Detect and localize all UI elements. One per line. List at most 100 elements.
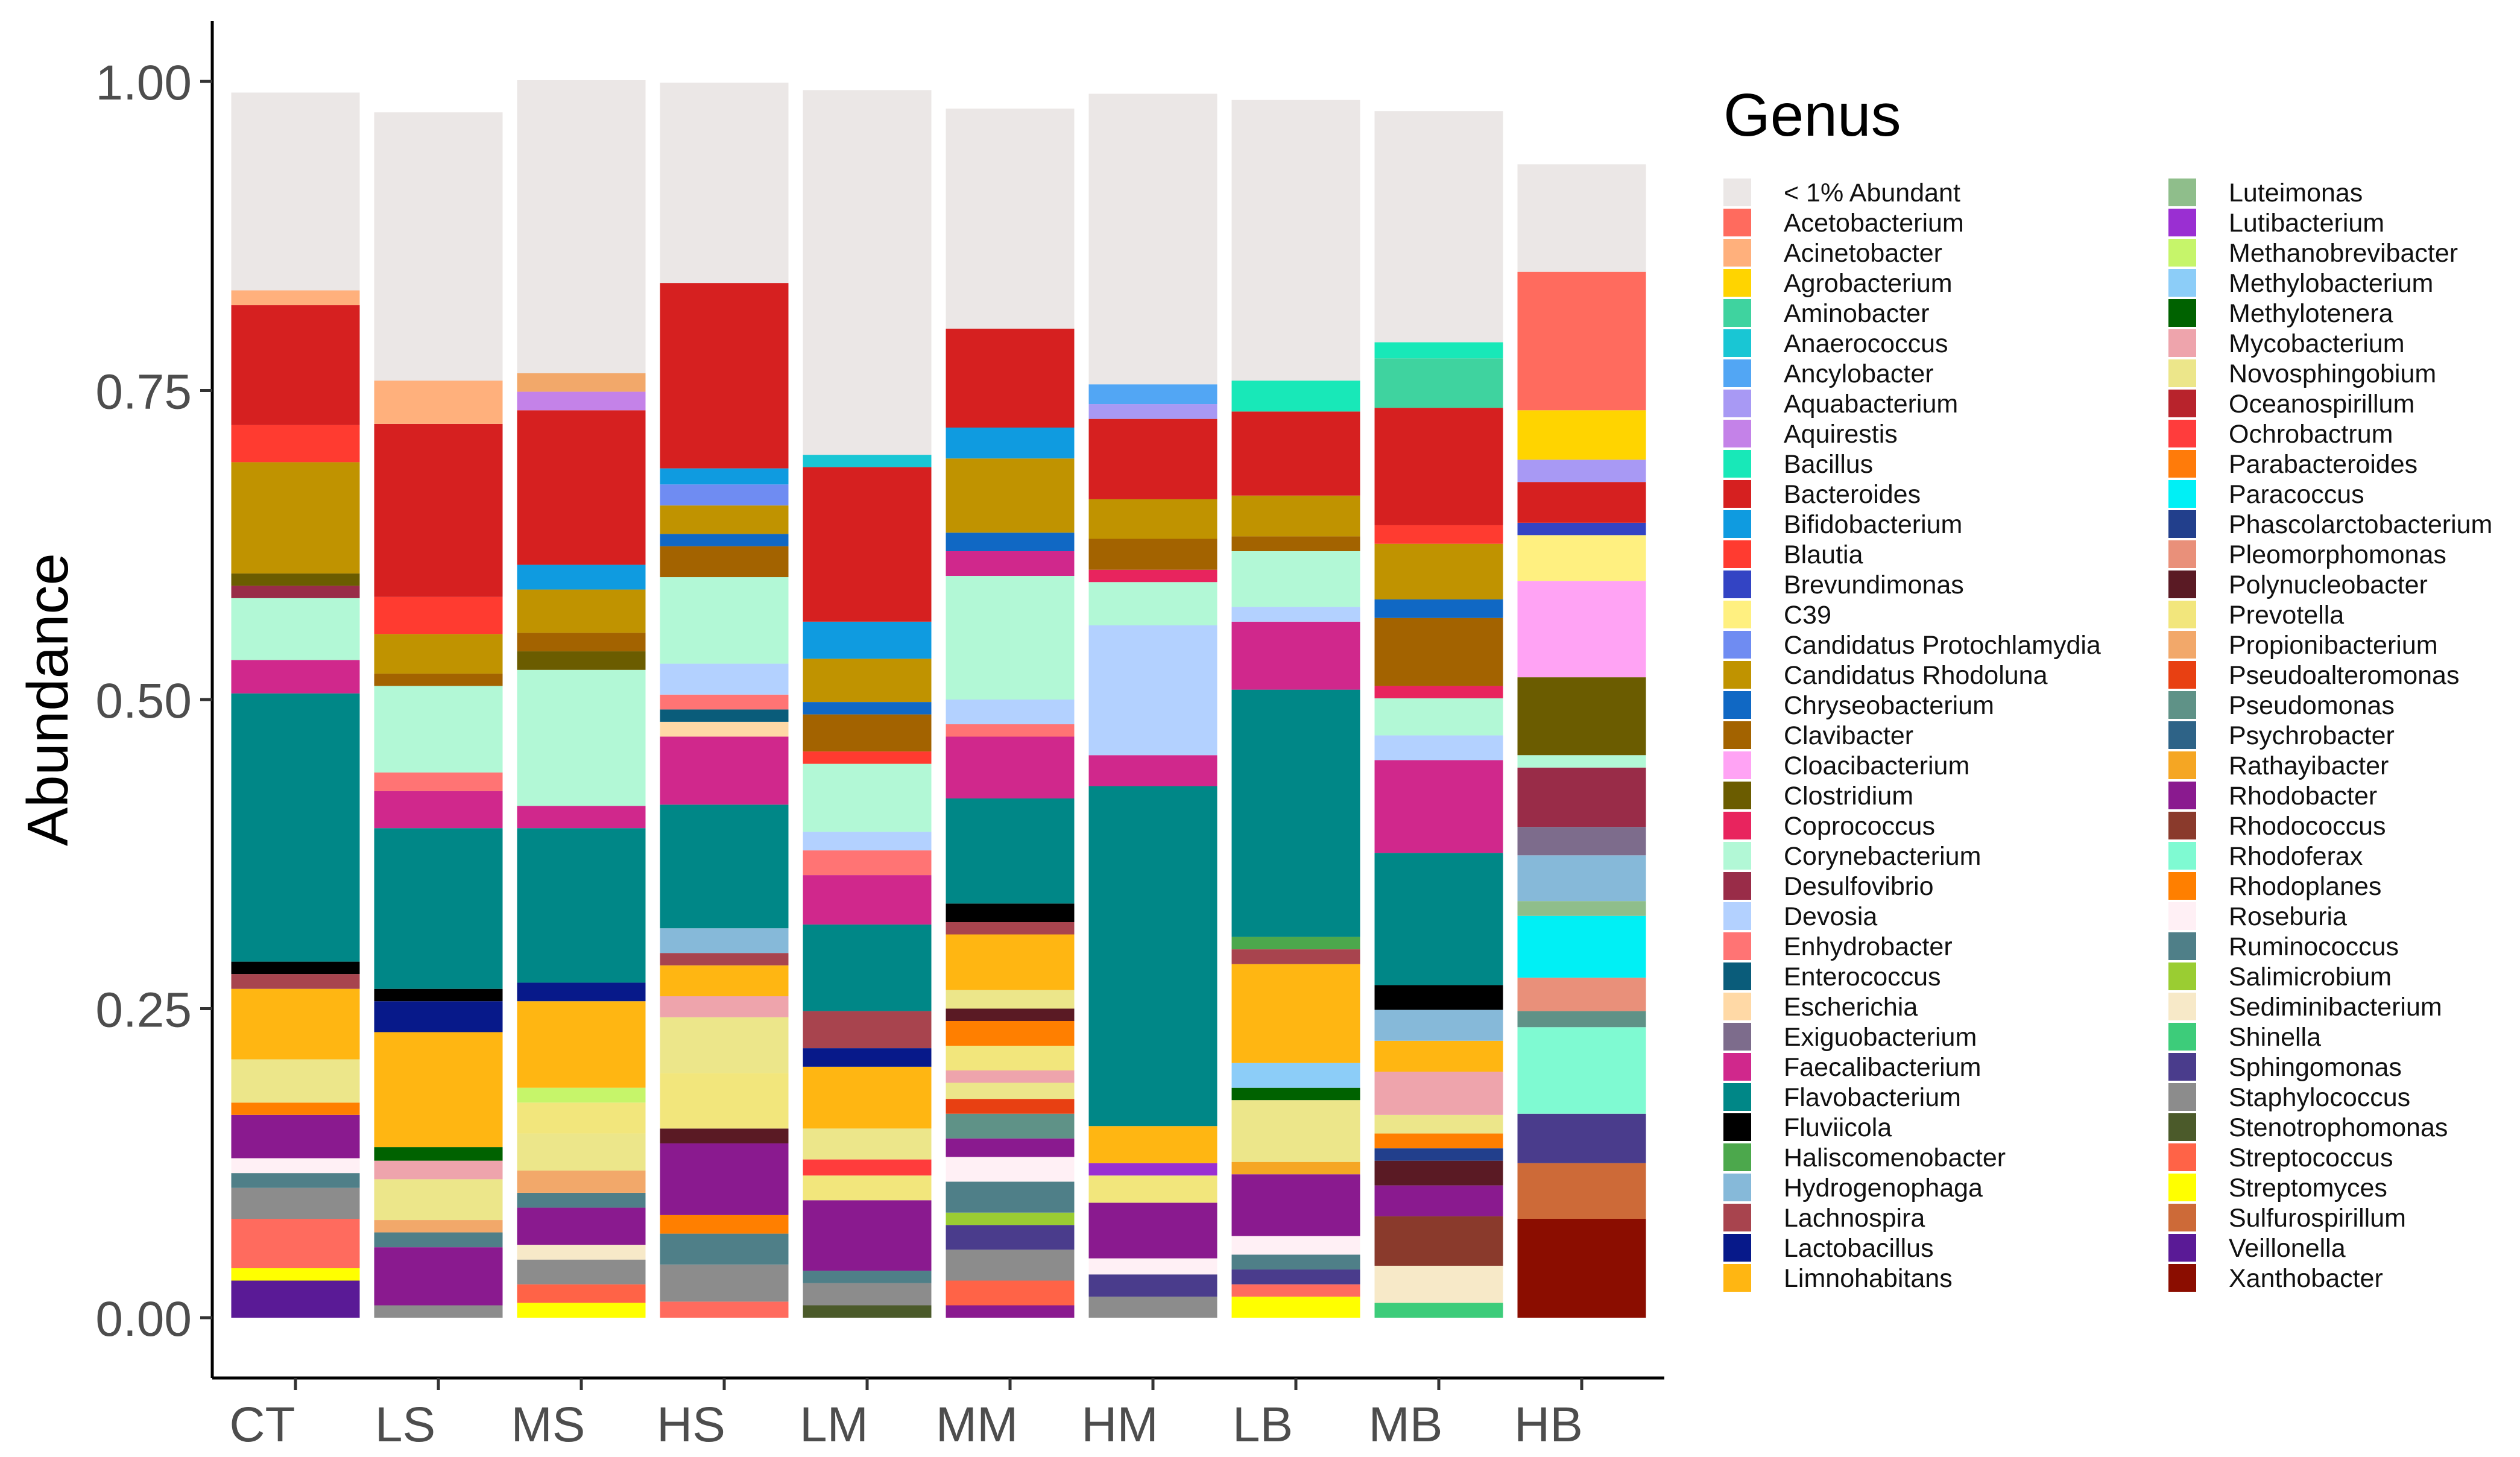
legend-item-limnohabitans: Limnohabitans [1723,1264,1953,1293]
x-tick-label-lm: LM [800,1397,868,1452]
bar-segment-mm-rhodobacter [946,1138,1075,1157]
bar-segment-mb-rhodoplanes [1374,1133,1503,1149]
bar-segment-hb-agrobacterium [1517,410,1646,460]
legend-swatch [2168,721,2196,749]
legend-label: Desulfovibrio [1784,872,1934,901]
bar-segment-lm-blautia [803,751,932,764]
axes-layer: Abundance [16,21,1664,1380]
bar-segment-lb-clavibacter [1231,536,1360,551]
bar-segment-ms-aquirestis [517,391,646,411]
bar-segment-mm-staphylococcus [946,1250,1075,1281]
bar-segment-lm-anaerococcus [803,455,932,467]
legend-item-salimicrobium: Salimicrobium [2168,962,2392,991]
bar-segment-hm-roseburia [1088,1258,1217,1275]
bar-segment-hs-bifidobacterium [660,468,789,485]
bar-segment-ls-candidatus-rhodoluna [374,634,503,674]
legend-label: Methylobacterium [2229,269,2433,298]
legend-swatch [2168,1083,2196,1111]
legend-swatch [2168,661,2196,689]
bar-segment-lm-staphylococcus [803,1283,932,1306]
legend-label: Acetobacterium [1784,209,1964,238]
legend-label: Pseudomonas [2229,691,2395,720]
bar-segment-mb-blautia [1374,525,1503,544]
bar-segment-lb-ruminococcus [1231,1254,1360,1270]
legend-label: Paracoccus [2229,480,2364,509]
bar-segment-mm-chryseobacterium [946,533,1075,551]
bar-segment-ct-veillonella [231,1280,360,1318]
legend-label: Staphylococcus [2229,1083,2410,1112]
legend-label: Polynucleobacter [2229,570,2428,599]
legend-label: Aquirestis [1784,420,1898,449]
legend-label: Streptomyces [2229,1174,2387,1203]
bar-segment-hb-bacteroides [1517,482,1646,523]
bar-segment-mb-corynebacterium [1374,698,1503,736]
bar-segment-ct-clostridium [231,573,360,586]
legend-label: Sphingomonas [2229,1053,2402,1082]
legend-swatch [2168,1234,2196,1262]
legend-swatch [2168,962,2196,990]
legend-item-streptomyces: Streptomyces [2168,1174,2387,1203]
legend-label: Prevotella [2229,601,2344,630]
legend-swatch [2168,782,2196,809]
bar-segment-ms-1-abundant [517,80,646,373]
legend-item-mycobacterium: Mycobacterium [2168,329,2405,358]
legend-label: Roseburia [2229,902,2347,931]
legend-label: Luteimonas [2229,179,2363,207]
legend-label: Shinella [2229,1023,2321,1052]
bar-segment-ls-blautia [374,596,503,634]
bar-segment-ms-sediminibacterium [517,1245,646,1260]
legend-swatch [2168,209,2196,236]
legend-swatch [2168,842,2196,870]
bar-segment-mm-flavobacterium [946,798,1075,904]
bar-segment-hs-mycobacterium [660,996,789,1017]
bar-segment-ct-acinetobacter [231,290,360,306]
bar-segment-hb-luteimonas [1517,901,1646,916]
bar-segment-mm-devosia [946,700,1075,724]
bar-segment-ms-novosphingobium [517,1133,646,1171]
legend-item-escherichia: Escherichia [1723,993,1918,1022]
legend-swatch [1723,480,1751,508]
legend-item-acinetobacter: Acinetobacter [1723,239,1942,268]
legend-item-novosphingobium: Novosphingobium [2168,359,2436,388]
legend-label: Streptococcus [2229,1143,2393,1172]
legend-label: C39 [1784,601,1831,630]
bar-segment-lm-ruminococcus [803,1271,932,1283]
bar-stack-hs [660,83,789,1318]
legend-swatch [1723,450,1751,478]
bar-segment-ct-streptomyces [231,1268,360,1281]
legend-item-candidatus-rhodoluna: Candidatus Rhodoluna [1723,661,2048,690]
bar-segment-hb-pleomorphomonas [1517,978,1646,1011]
legend-label: Stenotrophomonas [2229,1113,2448,1142]
bar-segment-lm-prevotella [803,1175,932,1201]
legend-item-rathayibacter: Rathayibacter [2168,751,2389,780]
bar-segment-ct-1-abundant [231,92,360,291]
bar-segment-hs-candidatus-protochlamydia [660,484,789,506]
bar-segment-hb-exiguobacterium [1517,827,1646,856]
bar-segment-ms-methanobrevibacter [517,1087,646,1103]
bar-segment-lm-corynebacterium [803,763,932,832]
bar-segment-ms-lactobacillus [517,982,646,1002]
legend-label: Ochrobactrum [2229,420,2393,449]
bar-segment-mm-faecalibacterium [946,736,1075,798]
bar-segment-ms-staphylococcus [517,1259,646,1285]
legend-swatch [2168,179,2196,206]
bar-segment-hm-prevotella [1088,1175,1217,1203]
legend-item-flavobacterium: Flavobacterium [1723,1083,1961,1112]
bar-segment-mb-limnohabitans [1374,1040,1503,1072]
bar-segment-lm-bacteroides [803,467,932,622]
bar-segment-lb-rhodobacter [1231,1174,1360,1236]
bar-segment-mm-prevotella [946,1046,1075,1070]
bar-segment-ms-candidatus-rhodoluna [517,589,646,633]
legend-swatch [2168,1143,2196,1171]
bar-segment-ms-streptococcus [517,1284,646,1303]
bar-segment-mm-pseudoalteromonas [946,1099,1075,1114]
bar-segment-hm-aquabacterium [1088,404,1217,419]
bar-segment-lb-faecalibacterium [1231,621,1360,690]
legend-label: Novosphingobium [2229,359,2436,388]
legend-swatch [2168,993,2196,1020]
legend-item-prevotella: Prevotella [2168,601,2344,630]
bar-segment-ls-flavobacterium [374,828,503,989]
bar-segment-mb-rhodococcus [1374,1216,1503,1266]
legend-label: Limnohabitans [1784,1264,1953,1293]
legend-item-luteimonas: Luteimonas [2168,179,2363,207]
